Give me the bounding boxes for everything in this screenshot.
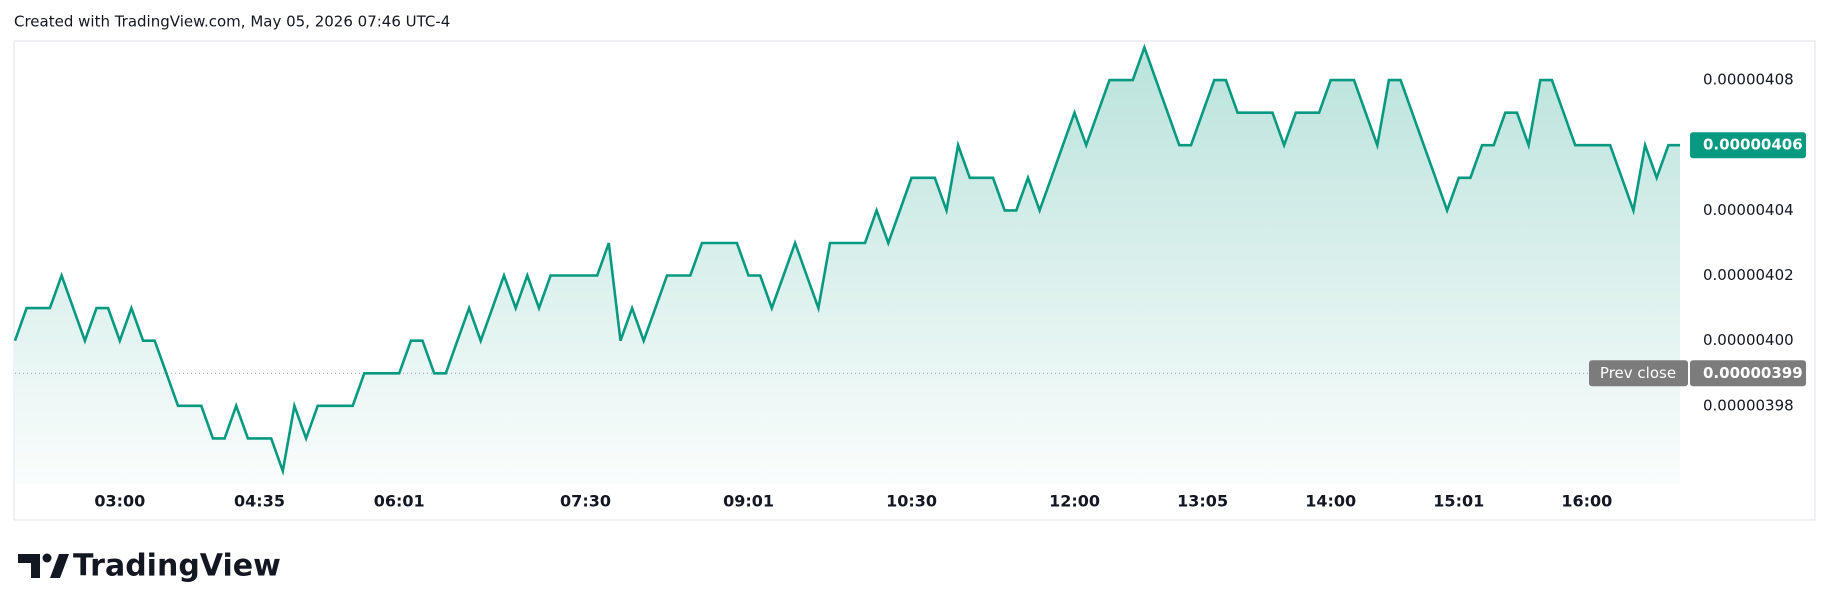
y-tick-label: 0.00000408 [1703,71,1794,89]
header: Created with TradingView.com, May 05, 20… [14,13,450,31]
prev-close-value-badge [1690,360,1806,387]
prev-close-label: Prev close [1600,364,1676,382]
y-tick-label: 0.00000400 [1703,331,1794,349]
pane-border [13,40,1816,521]
x-tick-label: 03:00 [94,492,145,511]
logo [18,553,69,578]
y-tick-label: 0.00000404 [1703,201,1794,219]
x-tick-label: 13:05 [1177,492,1228,511]
last-price-label: 0.00000406 [1703,136,1803,154]
y-tick-label: 0.00000402 [1703,266,1794,284]
x-tick-label: 16:00 [1561,492,1612,511]
x-tick-label: 06:01 [374,492,425,511]
last-price-badge [1690,132,1806,159]
x-tick-label: 07:30 [560,492,611,511]
y-tick-label: 0.00000398 [1703,396,1794,414]
x-tick-label: 15:01 [1433,492,1484,511]
prev-close-value: 0.00000399 [1703,364,1803,382]
brand: TradingView [73,549,281,584]
x-tick-label: 14:00 [1305,492,1356,511]
area-fill [15,47,1680,484]
price-line [13,43,1680,477]
x-tick-label: 09:01 [723,492,774,511]
x-tick-label: 12:00 [1049,492,1100,511]
x-tick-label: 04:35 [234,492,285,511]
x-tick-label: 10:30 [886,492,937,511]
prev-close-badge [1589,360,1688,387]
